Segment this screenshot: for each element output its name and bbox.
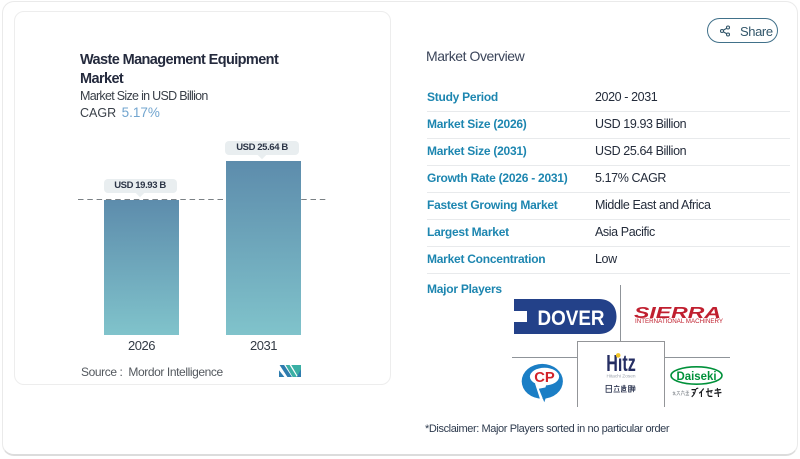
- svg-text:Hitachi Zosen: Hitachi Zosen: [607, 374, 636, 379]
- svg-text:Daiseki: Daiseki: [677, 371, 717, 383]
- svg-text:Hıtz: Hıtz: [606, 350, 636, 376]
- svg-text:SIERRA: SIERRA: [634, 305, 721, 321]
- svg-text:INTERNATIONAL MACHINERY: INTERNATIONAL MACHINERY: [635, 319, 723, 325]
- svg-text:DOVER: DOVER: [538, 307, 605, 330]
- svg-text:CP: CP: [534, 369, 555, 386]
